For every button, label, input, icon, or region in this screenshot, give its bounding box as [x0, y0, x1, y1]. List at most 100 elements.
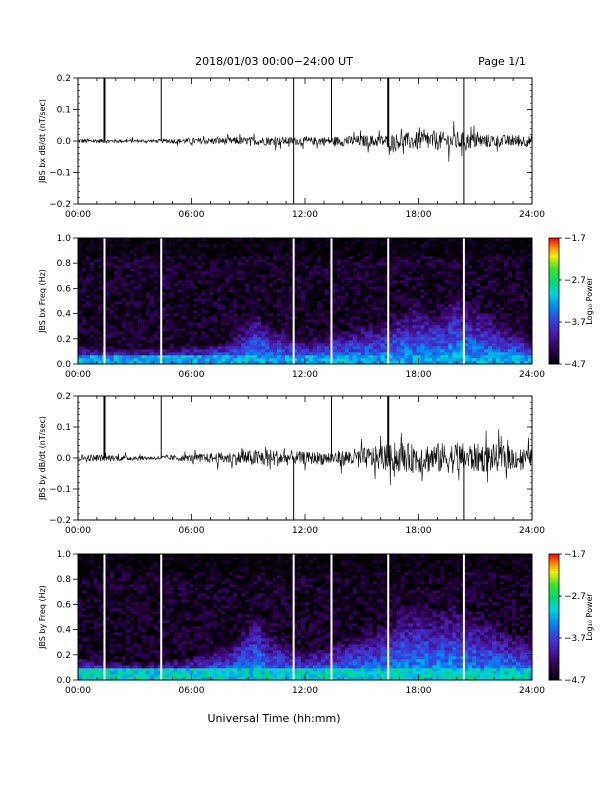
spectrogram-cell	[265, 283, 270, 287]
spectrogram-cell	[516, 256, 521, 260]
spectrogram-cell	[436, 265, 441, 269]
spectrogram-cell	[113, 268, 119, 272]
spectrogram-cell	[312, 343, 318, 347]
spectrogram-cell	[181, 286, 186, 290]
spectrogram-cell	[197, 355, 202, 359]
spectrogram-cell	[117, 298, 123, 302]
spectrogram-cell	[320, 358, 326, 362]
spectrogram-cell	[364, 331, 370, 335]
spectrogram-cell	[456, 352, 461, 356]
spectrogram-cell	[348, 328, 354, 332]
spectrogram-cell	[384, 340, 389, 344]
spectrogram-cell	[524, 283, 529, 287]
spectrogram-cell	[145, 286, 150, 290]
spectrogram-cell	[133, 244, 139, 248]
spectrogram-cell	[364, 256, 370, 260]
spectrogram-cell	[324, 322, 330, 326]
spectrogram-cell	[488, 250, 493, 254]
spectrogram-cell	[500, 337, 505, 341]
spectrogram-cell	[109, 271, 115, 275]
spectrogram-cell	[528, 286, 533, 290]
spectrogram-cell	[504, 346, 509, 350]
spectrogram-cell	[141, 280, 146, 284]
spectrogram-cell	[312, 349, 318, 353]
spectrogram-cell	[520, 340, 525, 344]
spectrogram-cell	[149, 331, 154, 335]
spectrogram-cell	[512, 322, 517, 326]
spectrogram-cell	[364, 349, 370, 353]
spectrogram-cell	[201, 262, 206, 266]
spectrogram-cell	[189, 244, 194, 248]
spectrogram-cell	[468, 334, 473, 338]
spectrogram-cell	[496, 256, 501, 260]
spectrogram-cell	[78, 301, 83, 305]
spectrogram-cell	[392, 343, 397, 347]
spectrogram-cell	[416, 271, 421, 275]
spectrogram-cell	[97, 313, 103, 317]
spectrogram-cell	[468, 349, 473, 353]
spectrogram-cell	[261, 301, 266, 305]
spectrogram-cell	[308, 328, 314, 332]
spectrogram-cell	[380, 238, 385, 242]
spectrogram-cell	[301, 295, 306, 299]
spectrogram-cell	[384, 238, 389, 242]
spectrogram-cell	[277, 256, 282, 260]
spectrogram-cell	[496, 340, 501, 344]
spectrogram-cell	[149, 253, 154, 257]
spectrogram-cell	[320, 283, 326, 287]
spectrogram-cell	[484, 292, 489, 296]
spectrogram-cell	[376, 349, 381, 353]
spectrogram-cell	[173, 259, 178, 263]
spectrogram-cell	[332, 298, 338, 302]
spectrogram-cell	[249, 253, 254, 257]
spectrogram-cell	[380, 316, 385, 320]
spectrogram-cell	[245, 265, 250, 269]
spectrogram-cell	[205, 361, 210, 365]
spectrogram-cell	[396, 280, 401, 284]
spectrogram-cell	[105, 325, 111, 329]
spectrogram-cell	[384, 247, 389, 251]
spectrogram-cell	[121, 295, 127, 299]
spectrogram-cell	[516, 292, 521, 296]
spectrogram-cell	[225, 298, 230, 302]
spectrogram-cell	[416, 280, 421, 284]
spectrogram-cell	[285, 271, 290, 275]
spectrogram-cell	[157, 259, 162, 263]
spectrogram-cell	[360, 247, 366, 251]
spectrogram-cell	[78, 319, 83, 323]
spectrogram-cell	[253, 283, 258, 287]
spectrogram-cell	[456, 349, 461, 353]
spectrogram-cell	[97, 259, 103, 263]
spectrogram-cell	[492, 334, 497, 338]
spectrogram-cell	[289, 289, 294, 293]
spectrogram-cell	[420, 247, 425, 251]
spectrogram-cell	[404, 250, 409, 254]
spectrogram-cell	[137, 256, 143, 260]
spectrogram-cell	[121, 238, 127, 242]
spectrogram-cell	[372, 361, 377, 365]
spectrogram-cell	[408, 352, 413, 356]
spectrogram-cell	[137, 241, 143, 245]
spectrogram-cell	[289, 340, 294, 344]
spectrogram-cell	[169, 289, 174, 293]
spectrogram-cell	[181, 337, 186, 341]
spectrogram-cell	[444, 331, 449, 335]
spectrogram-cell	[424, 328, 429, 332]
spectrogram-cell	[380, 301, 385, 305]
spectrogram-cell	[364, 265, 370, 269]
spectrogram-cell	[420, 322, 425, 326]
spectrogram-cell	[352, 355, 358, 359]
spectrogram-cell	[424, 325, 429, 329]
spectrogram-cell	[137, 322, 143, 326]
spectrogram-cell	[316, 355, 322, 359]
spectrogram-cell	[396, 325, 401, 329]
spectrogram-cell	[157, 256, 162, 260]
spectrogram-cell	[444, 256, 449, 260]
spectrogram-cell	[85, 334, 91, 338]
spectrogram-cell	[153, 262, 158, 266]
spectrogram-cell	[496, 316, 501, 320]
spectrogram-cell	[424, 352, 429, 356]
spectrogram-cell	[424, 238, 429, 242]
spectrogram-cell	[464, 349, 469, 353]
spectrogram-cell	[432, 334, 437, 338]
